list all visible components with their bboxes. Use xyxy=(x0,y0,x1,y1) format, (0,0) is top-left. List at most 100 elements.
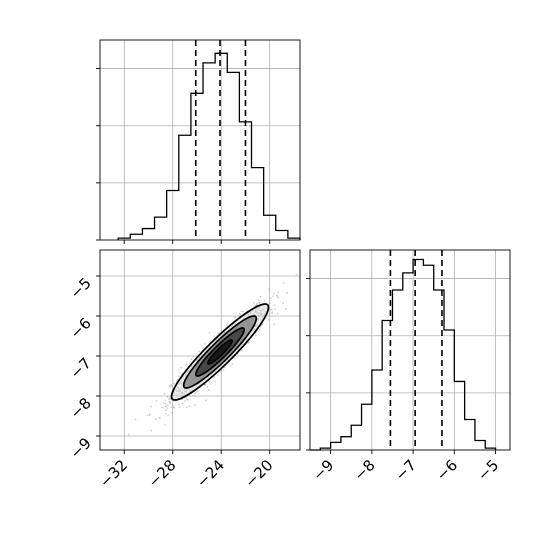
scatter-point xyxy=(268,288,270,290)
scatter-point xyxy=(166,407,169,409)
scatter-point xyxy=(155,400,158,402)
y-tick-label: −9 xyxy=(66,434,94,462)
scatter-point xyxy=(273,323,276,326)
scatter-point xyxy=(259,295,262,298)
x-tick-label: −24 xyxy=(193,456,228,491)
scatter-point xyxy=(257,299,260,302)
scatter-point xyxy=(203,343,206,345)
x-tick-label: −9 xyxy=(309,456,337,484)
scatter-point xyxy=(257,301,260,304)
scatter-point xyxy=(170,411,173,414)
axes-frame xyxy=(99,39,301,241)
scatter-point xyxy=(268,290,271,292)
scatter-point xyxy=(159,416,161,419)
scatter-point xyxy=(185,363,188,366)
scatter-point xyxy=(150,405,152,408)
scatter-point xyxy=(275,294,278,297)
scatter-point xyxy=(220,371,223,373)
scatter-point xyxy=(240,310,243,313)
scatter-point xyxy=(197,390,199,392)
scatter-point xyxy=(169,401,172,404)
x-tick-label: −8 xyxy=(350,456,378,484)
histogram-panel-x xyxy=(96,39,301,244)
scatter-point xyxy=(148,413,151,416)
scatter-point xyxy=(271,311,273,314)
scatter-point xyxy=(208,381,210,383)
scatter-point xyxy=(253,301,255,304)
scatter-point xyxy=(168,384,171,387)
scatter-point xyxy=(238,312,241,315)
scatter-point xyxy=(282,281,285,284)
y-tick-label: −6 xyxy=(66,314,94,342)
scatter-point xyxy=(204,383,207,386)
scatter-point xyxy=(242,310,244,313)
x-tick-label: −5 xyxy=(474,456,502,484)
scatter-point xyxy=(270,308,273,311)
scatter-point xyxy=(166,404,169,407)
scatter-point xyxy=(166,395,169,398)
scatter-point xyxy=(186,406,188,409)
axes-frame xyxy=(99,249,301,451)
scatter-point xyxy=(163,392,166,395)
scatter-point xyxy=(194,394,196,397)
scatter-point xyxy=(241,349,243,351)
scatter-point xyxy=(206,385,209,388)
x-tick-label: −7 xyxy=(392,456,420,484)
scatter-point xyxy=(188,405,191,408)
scatter-point xyxy=(172,406,175,409)
contour-level xyxy=(207,339,233,365)
scatter-point xyxy=(276,295,279,297)
scatter-point xyxy=(165,405,167,407)
scatter-point xyxy=(204,383,207,386)
scatter-point xyxy=(209,383,212,385)
scatter-point xyxy=(208,389,210,391)
scatter-point xyxy=(190,358,193,360)
histogram-panel-y: −9 −8 −7 −6 −5 xyxy=(306,249,511,484)
axes-frame xyxy=(309,249,511,451)
scatter-point xyxy=(173,406,175,409)
scatter-point xyxy=(223,366,226,369)
y-tick-label: −7 xyxy=(66,354,94,382)
scatter-point xyxy=(168,398,170,401)
scatter-point xyxy=(273,304,276,307)
scatter-point xyxy=(256,302,258,305)
x-tick-label: −6 xyxy=(433,456,461,484)
scatter-point xyxy=(271,312,273,315)
scatter-point xyxy=(198,350,201,353)
scatter-point xyxy=(178,406,181,409)
scatter-point xyxy=(271,295,274,298)
scatter-point xyxy=(168,397,171,399)
scatter-point xyxy=(184,400,186,402)
scatter-point xyxy=(234,316,237,318)
scatter-point xyxy=(213,335,216,337)
scatter-point xyxy=(173,382,175,385)
scatter-point xyxy=(127,433,130,436)
scatter-point xyxy=(186,398,189,401)
scatter-point xyxy=(268,302,271,304)
scatter-point xyxy=(276,297,279,299)
y-tick-label: −5 xyxy=(66,274,94,302)
scatter-point xyxy=(169,402,172,405)
scatter-point xyxy=(295,273,298,276)
scatter-point xyxy=(165,409,168,412)
scatter-point xyxy=(258,328,261,331)
scatter-point xyxy=(170,406,173,409)
scatter-point xyxy=(286,291,289,294)
scatter-point xyxy=(150,429,153,432)
scatter-point xyxy=(195,391,198,393)
scatter-point xyxy=(247,341,250,344)
scatter-point xyxy=(222,369,225,371)
scatter-point xyxy=(170,385,173,387)
scatter-point xyxy=(214,380,217,383)
scatter-point xyxy=(134,418,137,421)
scatter-point xyxy=(233,357,236,360)
joint-scatter-panel: −32 −28 −24 −20 −5 −6 −7 −8 −9 xyxy=(66,249,301,491)
scatter-point xyxy=(170,383,173,386)
x-tick-label: −28 xyxy=(144,456,179,491)
histogram-step-line xyxy=(310,258,497,451)
scatter-point xyxy=(225,324,228,327)
scatter-point xyxy=(192,355,195,358)
scatter-point xyxy=(258,302,261,304)
scatter-point xyxy=(164,402,167,405)
